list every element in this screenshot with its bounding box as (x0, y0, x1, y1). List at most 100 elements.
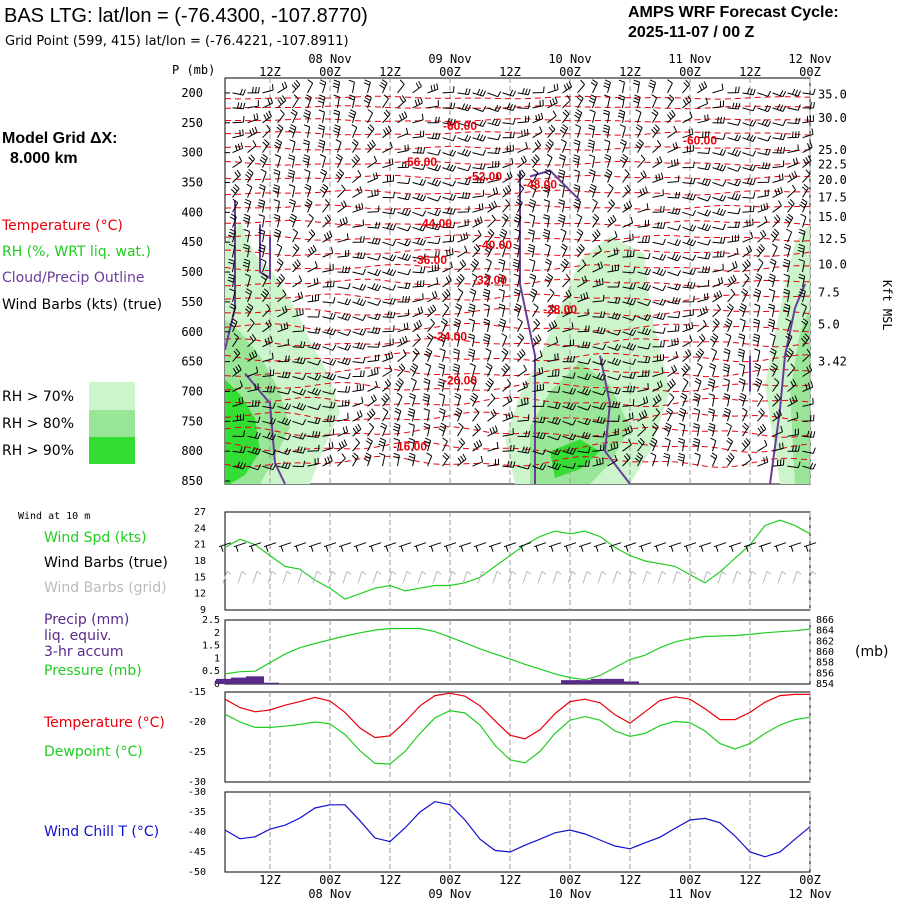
surface-barb-true (728, 542, 742, 552)
wind-barb (532, 463, 547, 471)
wind-barb (513, 303, 522, 317)
cloud-outline (519, 170, 536, 484)
date-label-top: 10 Nov (548, 52, 591, 66)
model-grid-label: Model Grid ΔX: (2, 130, 118, 147)
wind-barb (651, 422, 659, 437)
wind-barb (738, 303, 747, 317)
wind-barb (576, 228, 584, 243)
height-tick-label: 3.42 (818, 355, 847, 369)
wind-barb (352, 186, 363, 198)
wind-barb (607, 428, 619, 437)
wind-barb (607, 297, 621, 304)
wind-barb (727, 179, 742, 187)
wind-barb (529, 288, 538, 303)
wind-barb (652, 205, 665, 213)
wind-barb (802, 169, 811, 183)
wind-barb (547, 124, 556, 139)
wind-barb (697, 223, 712, 232)
wind-barb (727, 247, 739, 258)
wind-barb (604, 154, 612, 168)
wind-barb (692, 437, 701, 452)
wind-barb (292, 275, 303, 288)
wind-barb (633, 79, 640, 93)
wind-barb (772, 90, 787, 98)
wind-barb (680, 392, 688, 407)
wind-barb (232, 198, 239, 213)
pressure-tick-label: 250 (181, 116, 203, 130)
wind-barb (367, 367, 379, 377)
wind-barb (457, 232, 469, 243)
wind-barb (322, 214, 332, 228)
wind-barb (487, 425, 498, 437)
wind-barb (468, 318, 475, 332)
wind-barb (322, 327, 337, 336)
wind-barb (247, 432, 261, 440)
wind-barb (712, 116, 725, 124)
wind-barb (412, 319, 423, 333)
isotherm-label: -32.00 (473, 273, 507, 287)
wind-barb (667, 175, 680, 183)
legend-dewpoint: Dewpoint (°C) (44, 744, 143, 760)
wind-barb (547, 434, 562, 441)
wind-barb (501, 363, 510, 377)
wind-barb (243, 243, 250, 258)
surface-barb-grid (807, 570, 817, 584)
wind-barb (607, 247, 619, 258)
wind-barb (637, 203, 649, 213)
wind-barb (772, 133, 786, 141)
wind-barb (487, 393, 496, 407)
wind-barb (232, 88, 246, 96)
wind-barb (367, 109, 374, 124)
wind-barb (770, 228, 780, 243)
wind-barb (412, 130, 425, 139)
hour-label-top: 00Z (559, 65, 581, 79)
wind-barb (592, 457, 604, 467)
wind-barb (412, 333, 421, 348)
wind-barb (769, 362, 778, 377)
wind-barb (337, 283, 351, 290)
wind-barb (382, 191, 395, 199)
wind-barb (562, 446, 577, 455)
wind-barb (757, 202, 769, 213)
wind-barb (257, 199, 266, 213)
wind-barb (352, 298, 367, 307)
wind-barb (262, 463, 277, 471)
wind-barb (562, 305, 573, 318)
date-label-top: 09 Nov (428, 52, 471, 66)
hour-label-bottom: 12Z (619, 873, 641, 887)
wind-barb (573, 169, 580, 183)
wind-barb (517, 155, 527, 169)
p-axis-label: P (mb) (172, 63, 215, 77)
wind-barb (802, 115, 814, 124)
wind-barb (697, 362, 703, 377)
wind-barb (577, 275, 588, 288)
wind-barb (754, 348, 761, 362)
legend-pressure: Pressure (mb) (44, 663, 142, 679)
wind-barb (562, 322, 574, 333)
wind-barb (367, 422, 375, 437)
wind-barb (757, 456, 769, 467)
pressure-unit: (mb) (855, 644, 888, 660)
wind-barb (757, 189, 769, 198)
ytick-wind: 21 (194, 540, 206, 551)
wind-barb (498, 303, 506, 317)
wind-barb (754, 303, 761, 317)
wind-barb (682, 79, 691, 94)
wind-barb (622, 169, 630, 183)
wind-barb (258, 228, 266, 243)
wind-barb (426, 333, 434, 347)
wind-barb (757, 216, 768, 228)
wind-barb (802, 447, 816, 454)
wind-barb (697, 306, 708, 318)
wind-barb (576, 94, 584, 109)
wind-barb (229, 303, 237, 317)
wind-barb (472, 105, 487, 112)
surface-barb-true (548, 542, 562, 552)
wind-barb (547, 288, 555, 303)
wind-barb (547, 353, 559, 363)
wind-barb (607, 401, 621, 409)
wind-barb (622, 372, 636, 379)
wind-barb (678, 437, 685, 452)
isotherm-label: -44.00 (418, 217, 452, 231)
wind-barb (607, 183, 614, 198)
